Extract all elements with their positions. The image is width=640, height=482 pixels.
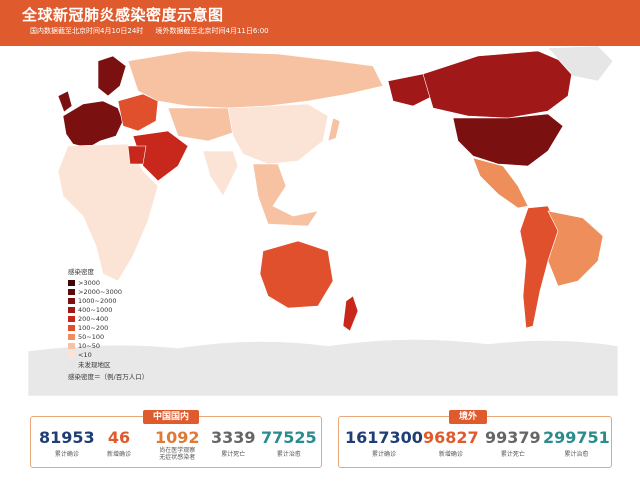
domestic-stats-panel: 中国国内 81953 累计确诊 46 新增确诊 1092 尚在医学观察 无症状感… — [30, 410, 322, 468]
page-title: 全球新冠肺炎感染密度示意图 — [22, 6, 224, 24]
legend-swatch — [68, 279, 75, 286]
region-europe-west — [62, 100, 124, 149]
region-australia — [259, 240, 334, 309]
domestic-confirmed: 81953 累计确诊 — [39, 428, 95, 459]
header-banner: 全球新冠肺炎感染密度示意图 国内数据截至北京时间4月10日24时 境外数据截至北… — [0, 0, 640, 46]
region-japan — [327, 117, 341, 142]
world-map: 感染密度 >3000 >2000~3000 1000~2000 400~1000 200… — [28, 46, 618, 396]
legend-swatch — [68, 333, 75, 340]
legend-item: 100~200 — [68, 323, 148, 332]
region-china — [227, 103, 329, 165]
legend-swatch — [68, 351, 75, 358]
legend-swatch — [68, 342, 75, 349]
legend-footnote: 感染密度＝（例/百万人口） — [68, 373, 149, 381]
domestic-deaths: 3339 累计死亡 — [211, 428, 256, 459]
map-legend: 感染密度 >3000 >2000~3000 1000~2000 400~1000 200… — [68, 266, 148, 381]
world-map-svg — [28, 46, 618, 396]
legend-label: >2000~3000 — [78, 287, 122, 296]
region-europe-east — [117, 93, 159, 132]
region-scandinavia — [97, 55, 127, 97]
region-uk — [57, 90, 73, 113]
region-alaska — [387, 73, 434, 107]
legend-swatch — [68, 306, 75, 313]
overseas-recovered-value: 299751 — [543, 428, 610, 447]
legend-title: 感染密度 — [68, 268, 94, 276]
domestic-confirmed-value: 81953 — [39, 428, 95, 447]
region-antarctica — [28, 339, 618, 396]
legend-item: <10 — [68, 350, 148, 359]
legend-swatch — [68, 315, 75, 322]
overseas-new-confirmed-label: 新增确诊 — [438, 451, 463, 458]
region-india — [202, 150, 239, 197]
bottom-margin — [0, 470, 640, 482]
legend-item: 50~100 — [68, 332, 148, 341]
overseas-tag: 境外 — [449, 410, 488, 424]
overseas-deaths-value: 99379 — [485, 428, 541, 447]
region-middle-east — [132, 130, 189, 182]
legend-label: <10 — [78, 350, 92, 359]
domestic-recovered-label: 累计治愈 — [276, 451, 301, 458]
overseas-timestamp: 境外数据截至北京时间4月11日6:00 — [155, 27, 269, 35]
legend-swatch — [68, 360, 75, 367]
legend-swatch — [68, 297, 75, 304]
overseas-new-confirmed-value: 96827 — [423, 428, 479, 447]
domestic-asymptomatic-label-2: 无症状感染者 — [159, 454, 196, 461]
legend-swatch — [68, 324, 75, 331]
legend-item: 未发现地区 — [68, 359, 148, 369]
domestic-recovered: 77525 累计治愈 — [261, 428, 317, 459]
domestic-deaths-value: 3339 — [211, 428, 256, 447]
domestic-tag: 中国国内 — [143, 410, 200, 424]
domestic-asymptomatic-label-1: 尚在医学观察 — [159, 447, 196, 454]
legend-label: 1000~2000 — [78, 296, 117, 305]
domestic-asymptomatic: 1092 尚在医学观察 无症状感染者 — [155, 428, 200, 462]
region-new-zealand — [342, 295, 359, 332]
overseas-new-confirmed: 96827 新增确诊 — [423, 428, 479, 459]
domestic-timestamp: 国内数据截至北京时间4月10日24时 — [30, 27, 144, 35]
overseas-confirmed: 1617300 累计确诊 — [345, 428, 423, 459]
overseas-stats-panel: 境外 1617300 累计确诊 96827 新增确诊 99379 累计死亡 29… — [338, 410, 612, 468]
domestic-new-confirmed-label: 新增确诊 — [107, 451, 132, 458]
region-usa — [452, 113, 564, 167]
domestic-confirmed-label: 累计确诊 — [54, 451, 79, 458]
overseas-confirmed-label: 累计确诊 — [371, 451, 396, 458]
overseas-recovered: 299751 累计治愈 — [543, 428, 610, 459]
legend-label: 400~1000 — [78, 305, 113, 314]
region-north-africa — [127, 145, 147, 165]
domestic-new-confirmed: 46 新增确诊 — [107, 428, 132, 459]
region-central-asia — [167, 107, 239, 142]
overseas-deaths-label: 累计死亡 — [500, 451, 525, 458]
domestic-asymptomatic-value: 1092 — [155, 428, 200, 447]
overseas-deaths: 99379 累计死亡 — [485, 428, 541, 459]
legend-label: 未发现地区 — [78, 360, 111, 369]
legend-label: >3000 — [78, 278, 100, 287]
legend-label: 50~100 — [78, 332, 105, 341]
data-timestamp: 国内数据截至北京时间4月10日24时 境外数据截至北京时间4月11日6:00 — [30, 26, 279, 36]
legend-item: >3000 — [68, 278, 148, 287]
overseas-confirmed-value: 1617300 — [345, 428, 423, 447]
domestic-new-confirmed-value: 46 — [107, 428, 131, 447]
region-africa — [57, 143, 159, 282]
legend-swatch — [68, 288, 75, 295]
legend-label: 100~200 — [78, 323, 109, 332]
region-central-america — [472, 157, 529, 209]
region-se-asia — [252, 163, 319, 227]
legend-item: 1000~2000 — [68, 296, 148, 305]
domestic-deaths-label: 累计死亡 — [221, 451, 246, 458]
region-russia — [127, 50, 384, 109]
domestic-recovered-value: 77525 — [261, 428, 317, 447]
legend-item: >2000~3000 — [68, 287, 148, 296]
region-brazil — [547, 210, 604, 287]
legend-item: 10~50 — [68, 341, 148, 350]
region-greenland — [547, 46, 614, 82]
legend-label: 200~400 — [78, 314, 109, 323]
legend-item: 200~400 — [68, 314, 148, 323]
region-canada — [422, 50, 574, 119]
overseas-recovered-label: 累计治愈 — [564, 451, 589, 458]
legend-item: 400~1000 — [68, 305, 148, 314]
legend-items: >3000 >2000~3000 1000~2000 400~1000 200~400 1… — [68, 278, 148, 369]
legend-label: 10~50 — [78, 341, 100, 350]
